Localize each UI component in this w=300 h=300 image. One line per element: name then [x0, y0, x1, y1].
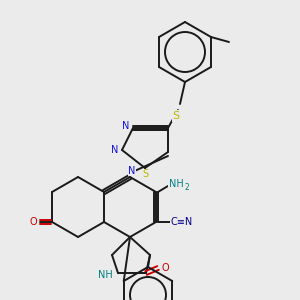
- Text: N: N: [128, 166, 136, 176]
- Text: 2: 2: [184, 182, 189, 191]
- Text: NH: NH: [169, 179, 183, 189]
- Text: C≡N: C≡N: [171, 217, 193, 227]
- Text: O: O: [161, 263, 169, 273]
- Text: O: O: [29, 217, 37, 227]
- Text: N: N: [111, 145, 119, 155]
- Text: NH: NH: [98, 270, 112, 280]
- Text: N: N: [122, 121, 130, 131]
- Text: S: S: [172, 111, 180, 121]
- Text: S: S: [142, 169, 148, 179]
